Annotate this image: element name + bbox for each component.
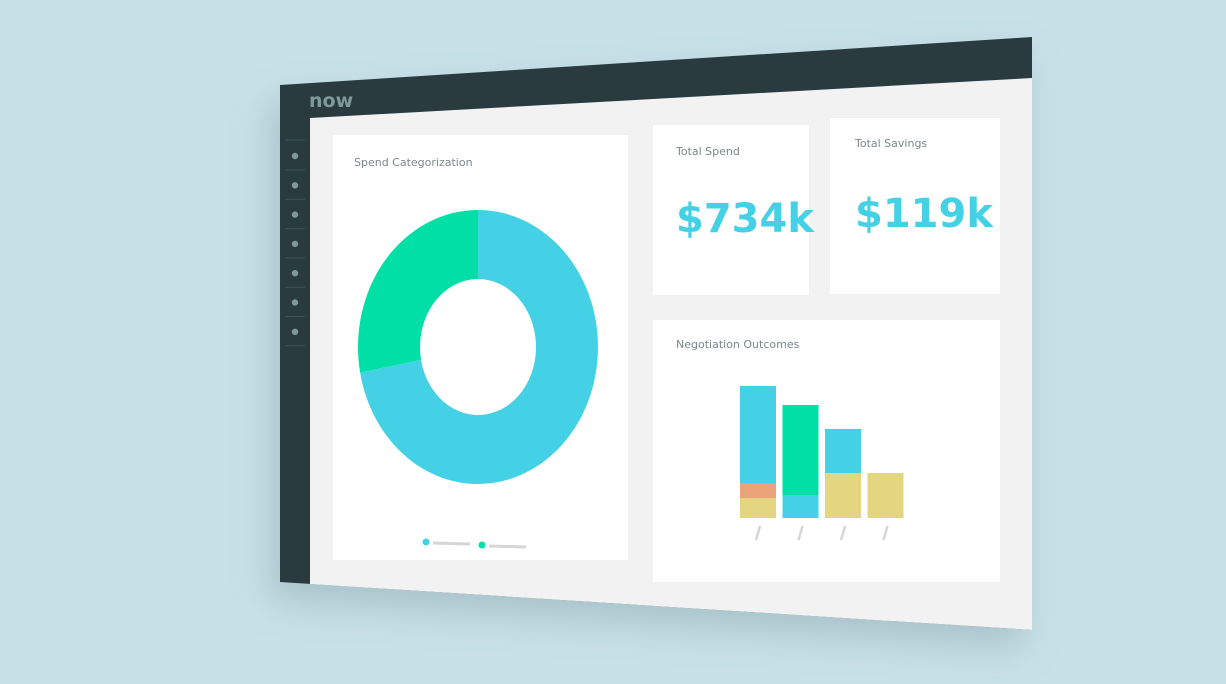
x-tick-placeholder <box>754 525 762 541</box>
legend-placeholder <box>432 541 471 546</box>
panel-title: Spend Categorization <box>354 156 473 169</box>
legend-placeholder <box>488 544 527 549</box>
kpi-card <box>830 118 1000 294</box>
nav-icon <box>291 152 299 160</box>
bar-segment <box>782 495 819 518</box>
nav-icon <box>291 270 299 277</box>
donut-segment <box>360 210 598 484</box>
bar-segment <box>867 473 904 518</box>
x-tick-placeholder <box>797 525 804 541</box>
nav-icon <box>291 328 299 335</box>
legend-swatch <box>422 538 430 546</box>
kpi-title: Total Savings <box>854 137 927 150</box>
nav-icon <box>291 240 299 248</box>
nav-icon <box>291 182 299 189</box>
kpi-title: Total Spend <box>675 145 740 158</box>
kpi-value: $734k <box>676 196 815 242</box>
x-tick-placeholder <box>839 525 847 541</box>
bar-segment <box>825 429 861 473</box>
kpi-card <box>653 125 809 295</box>
nav-icon <box>291 299 299 306</box>
bar-segment <box>782 405 819 495</box>
bar-segment <box>740 483 776 498</box>
bar-segment <box>740 498 776 518</box>
legend-swatch <box>478 541 486 549</box>
x-tick-placeholder <box>882 525 889 541</box>
nav-icon <box>291 211 299 218</box>
donut-segment <box>357 210 478 373</box>
bar-segment <box>825 473 861 518</box>
panel-title: Negotiation Outcomes <box>676 338 800 351</box>
kpi-value: $119k <box>855 191 994 237</box>
bar-segment <box>740 386 776 483</box>
logo: now <box>309 90 353 112</box>
